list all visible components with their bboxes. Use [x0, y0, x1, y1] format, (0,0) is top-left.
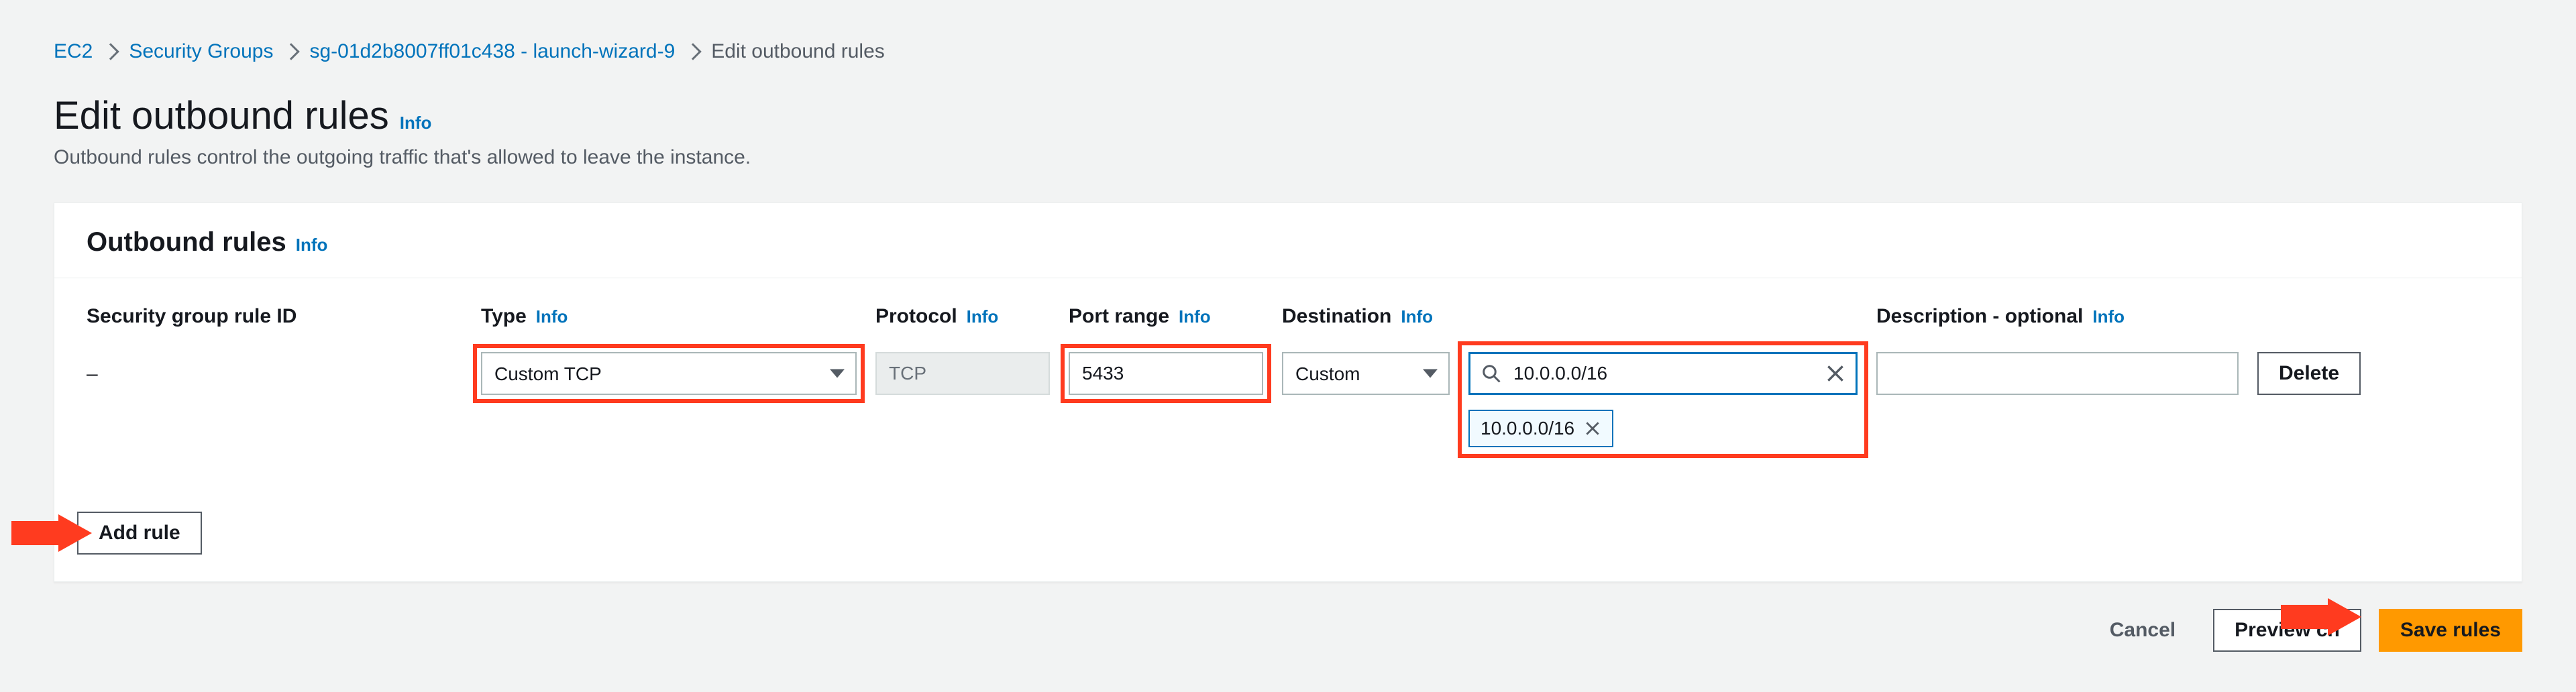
destination-search-wrap [1468, 352, 1858, 395]
page-title-info-link[interactable]: Info [400, 113, 432, 133]
col-protocol: Protocol Info [875, 305, 1050, 328]
col-type: Type Info [481, 305, 857, 328]
breadcrumb-current: Edit outbound rules [711, 40, 885, 63]
page-title: Edit outbound rules [54, 93, 389, 138]
protocol-field [875, 352, 1050, 395]
preview-changes-button[interactable]: Preview ch [2213, 609, 2361, 652]
add-rule-row: Add rule [77, 512, 2489, 555]
delete-button[interactable]: Delete [2257, 352, 2361, 395]
destination-tag: 10.0.0.0/16 [1468, 410, 1613, 447]
destination-tag-label: 10.0.0.0/16 [1481, 418, 1574, 439]
add-rule-button[interactable]: Add rule [77, 512, 202, 555]
col-destination: Destination Info [1282, 305, 1858, 328]
destination-highlight: 10.0.0.0/16 [1462, 345, 1864, 454]
breadcrumb-sg-id[interactable]: sg-01d2b8007ff01c438 - launch-wizard-9 [309, 40, 675, 63]
panel-title: Outbound rules [87, 227, 286, 257]
page-description: Outbound rules control the outgoing traf… [54, 146, 2522, 169]
type-select-wrap: Custom TCP [481, 352, 857, 395]
col-port-range: Port range Info [1069, 305, 1263, 328]
outbound-rules-panel: Outbound rules Info Security group rule … [54, 203, 2522, 582]
clear-icon[interactable] [1825, 363, 1846, 384]
col-destination-info[interactable]: Info [1401, 306, 1433, 327]
type-select[interactable]: Custom TCP [481, 352, 857, 395]
breadcrumb-security-groups[interactable]: Security Groups [129, 40, 273, 63]
chevron-right-icon [685, 43, 702, 60]
close-icon[interactable] [1584, 420, 1601, 437]
breadcrumb: EC2 Security Groups sg-01d2b8007ff01c438… [54, 40, 2522, 63]
destination-search-input[interactable] [1470, 354, 1856, 393]
chevron-right-icon [283, 43, 300, 60]
col-protocol-info[interactable]: Info [967, 306, 999, 327]
col-port-info[interactable]: Info [1179, 306, 1211, 327]
breadcrumb-ec2[interactable]: EC2 [54, 40, 93, 63]
destination-tags: 10.0.0.0/16 [1468, 410, 1858, 447]
destination-mode-select[interactable]: Custom [1282, 352, 1450, 395]
col-description-info[interactable]: Info [2092, 306, 2125, 327]
search-icon [1481, 363, 1501, 384]
col-rule-id: Security group rule ID [87, 305, 462, 328]
port-range-input[interactable] [1069, 352, 1263, 395]
save-rules-button[interactable]: Save rules [2379, 609, 2522, 652]
description-input[interactable] [1876, 352, 2239, 395]
rule-id-value: – [87, 352, 462, 386]
panel-info-link[interactable]: Info [296, 235, 328, 255]
destination-mode-wrap: Custom [1282, 352, 1450, 395]
col-type-info[interactable]: Info [536, 306, 568, 327]
footer-actions: Cancel Preview ch Save rules [54, 593, 2522, 652]
col-description: Description - optional Info [1876, 305, 2239, 328]
chevron-right-icon [103, 43, 119, 60]
cancel-button[interactable]: Cancel [2090, 609, 2196, 652]
